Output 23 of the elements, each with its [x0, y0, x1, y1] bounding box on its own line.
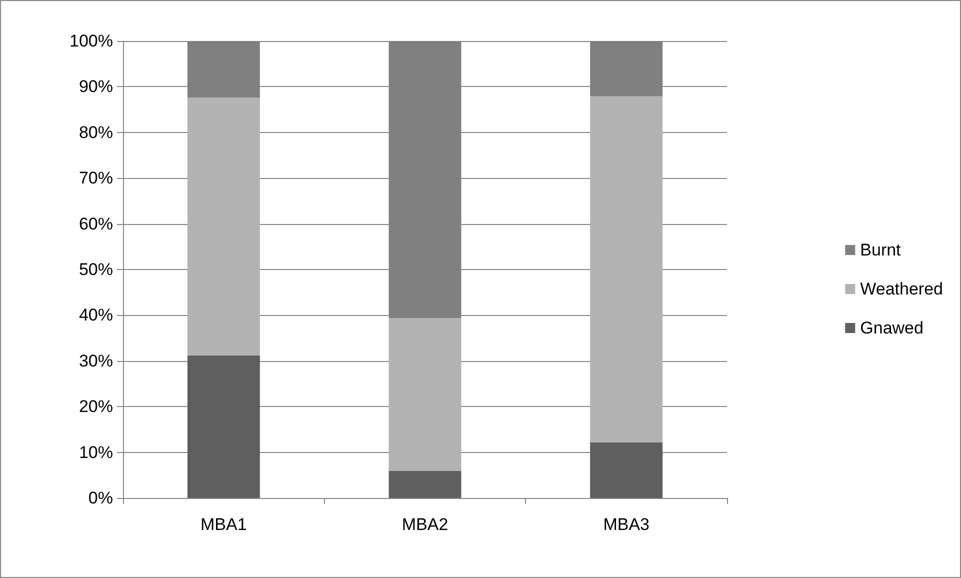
- y-tick-label: 50%: [78, 260, 113, 279]
- bar: [187, 355, 260, 498]
- y-tick-label: 90%: [78, 77, 113, 96]
- y-tick-label: 70%: [78, 168, 113, 188]
- y-tick-label: 40%: [78, 306, 113, 325]
- legend-label: Burnt: [860, 240, 902, 260]
- legend-label: Gnawed: [860, 318, 924, 338]
- y-tick-label: 80%: [78, 122, 113, 142]
- y-tick-label: 100%: [70, 32, 113, 50]
- x-tick-label: MBA2: [402, 515, 448, 534]
- bar: [590, 96, 663, 442]
- bar: [388, 471, 462, 498]
- bar: [187, 98, 260, 356]
- x-tick-label: MBA1: [200, 515, 247, 534]
- y-tick-label: 60%: [78, 214, 113, 234]
- y-tick-label: 10%: [78, 442, 113, 462]
- bar: [388, 318, 462, 472]
- y-tick-label: 20%: [78, 397, 113, 416]
- x-tick-label: MBA3: [603, 515, 650, 534]
- y-tick-label: 30%: [78, 351, 113, 370]
- bar: [590, 442, 663, 498]
- legend-label: Weathered: [860, 280, 944, 298]
- y-tick-label: 0%: [88, 488, 113, 508]
